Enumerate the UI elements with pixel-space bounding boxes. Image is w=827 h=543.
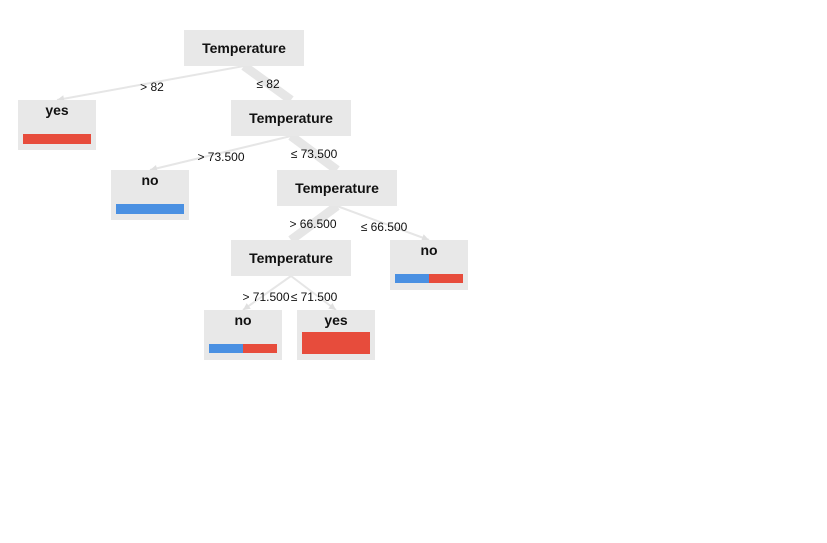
edge-n6-n8 <box>242 275 292 311</box>
edge-label: > 71.500 <box>242 290 289 304</box>
class-bar-no <box>116 204 184 214</box>
class-bar-yes <box>243 344 277 353</box>
edge-n6-n9 <box>290 275 337 311</box>
class-bar-no <box>209 344 243 353</box>
class-bar-yes <box>302 332 370 354</box>
leaf-node[interactable]: yes <box>297 310 375 360</box>
edge-arrowhead <box>421 234 429 241</box>
node-label: no <box>141 172 158 188</box>
edge-label: ≤ 66.500 <box>361 220 408 234</box>
split-node[interactable]: Temperature <box>231 100 351 136</box>
edge-n3-n4 <box>149 135 292 171</box>
edge-label: > 66.500 <box>289 217 336 231</box>
node-label: Temperature <box>295 180 379 196</box>
node-label: yes <box>45 102 69 118</box>
edge-n5-n7 <box>336 205 430 241</box>
edge-label: > 82 <box>140 80 164 94</box>
edge-n1-n2 <box>56 65 245 101</box>
leaf-node[interactable]: no <box>390 240 468 290</box>
nodes-layer: Temperature yes Temperature no Temperature Te… <box>18 30 468 360</box>
node-box <box>231 240 351 276</box>
node-box <box>184 30 304 66</box>
node-box <box>277 170 397 206</box>
class-bar-yes <box>23 134 91 144</box>
edge-n1-n3 <box>241 62 294 104</box>
node-box <box>231 100 351 136</box>
split-node[interactable]: Temperature <box>277 170 397 206</box>
class-bar-yes <box>429 274 463 283</box>
leaf-node[interactable]: yes <box>18 100 96 150</box>
node-label: Temperature <box>202 40 286 56</box>
edge-label: ≤ 82 <box>256 77 280 91</box>
node-label: yes <box>324 312 348 328</box>
leaf-node[interactable]: no <box>204 310 282 360</box>
edge-arrowhead <box>328 302 336 310</box>
node-label: no <box>420 242 437 258</box>
leaf-node[interactable]: no <box>111 170 189 220</box>
edge-label: ≤ 73.500 <box>291 147 338 161</box>
edge-n5-n6 <box>288 202 340 244</box>
node-label: Temperature <box>249 110 333 126</box>
edge-n3-n5 <box>288 132 340 174</box>
split-node[interactable]: Temperature <box>184 30 304 66</box>
node-label: Temperature <box>249 250 333 266</box>
edge-label: > 73.500 <box>197 150 244 164</box>
edge-label: ≤ 71.500 <box>291 290 338 304</box>
edge-labels-layer: > 82 ≤ 82 > 73.500 ≤ 73.500 > 66.500 ≤ 66.500… <box>140 77 407 304</box>
class-bar-no <box>395 274 429 283</box>
node-label: no <box>234 312 251 328</box>
split-node[interactable]: Temperature <box>231 240 351 276</box>
edge-arrowhead <box>243 303 251 310</box>
